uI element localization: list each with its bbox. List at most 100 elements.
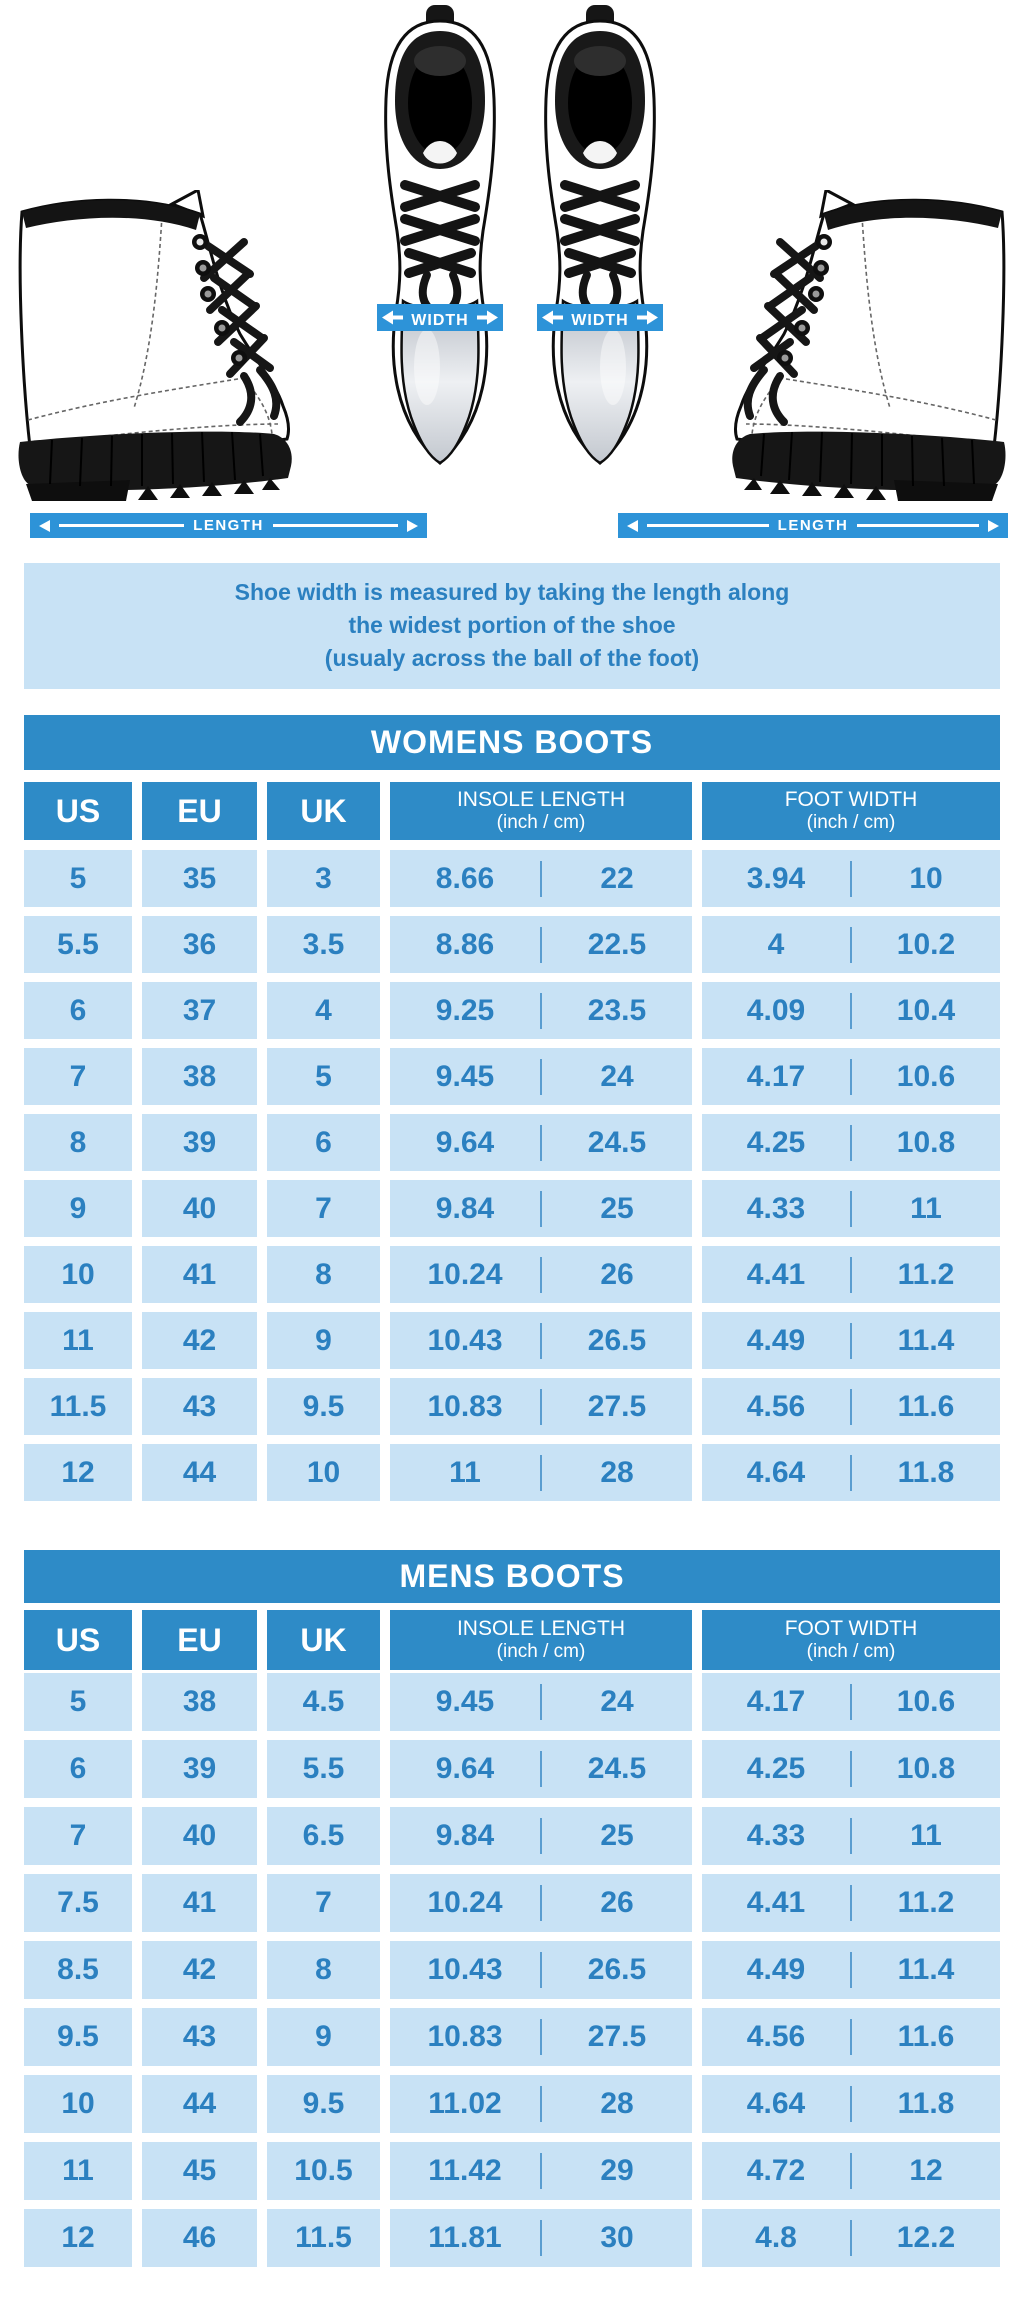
insole-cm-value: 27.5 bbox=[587, 1389, 647, 1423]
width-cm-value: 12.2 bbox=[896, 2221, 956, 2254]
side-view-boot-left bbox=[12, 190, 297, 502]
eu-size-cell: 44 bbox=[142, 2075, 257, 2133]
boot-laces bbox=[400, 180, 480, 278]
us-size-cell: 5 bbox=[24, 850, 132, 907]
header-cell-uk: UK bbox=[267, 1610, 380, 1670]
insole-cm-value: 22.5 bbox=[587, 927, 647, 961]
value-divider bbox=[540, 2153, 542, 2189]
side-boot-graphic bbox=[732, 190, 1006, 501]
foot-width-cell: 4.33 11 bbox=[702, 1180, 1000, 1237]
measure-line bbox=[647, 524, 769, 527]
foot-width-cell: 4.17 10.6 bbox=[702, 1673, 1000, 1731]
eu-size-cell: 42 bbox=[142, 1312, 257, 1369]
width-inch-value: 4.56 bbox=[746, 1389, 806, 1423]
us-size-cell: 5.5 bbox=[24, 916, 132, 973]
value-divider bbox=[850, 1388, 852, 1425]
measure-line bbox=[857, 524, 980, 527]
insole-cm-value: 30 bbox=[600, 2221, 634, 2254]
foot-width-cell: 4.64 11.8 bbox=[702, 1444, 1000, 1501]
mens-table-rows: 5 38 4.5 9.45 24 4.17 10.6 6 39 5.5 9.64… bbox=[24, 1673, 1000, 2267]
note-line-2: the widest portion of the shoe bbox=[348, 612, 676, 639]
eu-size-cell: 46 bbox=[142, 2209, 257, 2267]
width-cm-value: 11.4 bbox=[897, 1953, 955, 1986]
insole-inch-value: 10.83 bbox=[427, 1389, 503, 1423]
insole-inch-value: 8.86 bbox=[435, 927, 495, 961]
boot-toe bbox=[400, 298, 480, 465]
foot-width-cell: 4.49 11.4 bbox=[702, 1312, 1000, 1369]
width-cm-value: 10 bbox=[909, 861, 943, 895]
insole-cm-value: 23.5 bbox=[587, 993, 647, 1027]
uk-size-cell: 10 bbox=[267, 1444, 380, 1501]
value-divider bbox=[540, 860, 542, 897]
width-inch-value: 4.49 bbox=[746, 1953, 806, 1986]
uk-size-cell: 8 bbox=[267, 1941, 380, 1999]
us-size-cell: 8 bbox=[24, 1114, 132, 1171]
value-divider bbox=[850, 2086, 852, 2122]
insole-cm-value: 28 bbox=[600, 1455, 634, 1489]
us-size-cell: 11 bbox=[24, 1312, 132, 1369]
uk-size-cell: 3.5 bbox=[267, 916, 380, 973]
foot-width-cell: 4.25 10.8 bbox=[702, 1114, 1000, 1171]
us-size-cell: 6 bbox=[24, 982, 132, 1039]
insole-cm-value: 24 bbox=[600, 1059, 634, 1093]
foot-width-cell: 4.8 12.2 bbox=[702, 2209, 1000, 2267]
insole-inch-value: 10.24 bbox=[427, 1886, 503, 1919]
value-divider bbox=[540, 926, 542, 963]
insole-length-cell: 10.24 26 bbox=[390, 1874, 692, 1932]
insole-inch-value: 9.45 bbox=[435, 1685, 495, 1718]
insole-inch-value: 9.45 bbox=[435, 1059, 495, 1093]
foot-width-cell: 4 10.2 bbox=[702, 916, 1000, 973]
value-divider bbox=[850, 992, 852, 1029]
insole-cm-value: 26.5 bbox=[587, 1323, 647, 1357]
insole-length-cell: 9.84 25 bbox=[390, 1180, 692, 1237]
header-label: FOOT WIDTH bbox=[784, 1617, 918, 1640]
mens-table-title: MENS BOOTS bbox=[24, 1550, 1000, 1603]
insole-cm-value: 24.5 bbox=[587, 1125, 647, 1159]
us-size-cell: 5 bbox=[24, 1673, 132, 1731]
width-inch-value: 4.49 bbox=[746, 1323, 806, 1357]
insole-inch-value: 10.43 bbox=[427, 1953, 503, 1986]
width-cm-value: 11 bbox=[910, 1819, 942, 1852]
uk-size-cell: 5 bbox=[267, 1048, 380, 1105]
width-inch-value: 4.17 bbox=[746, 1059, 806, 1093]
header-unit-label: (inch / cm) bbox=[806, 1641, 896, 1663]
header-cell-foot-width: FOOT WIDTH (inch / cm) bbox=[702, 782, 1000, 840]
us-size-cell: 12 bbox=[24, 2209, 132, 2267]
us-size-cell: 8.5 bbox=[24, 1941, 132, 1999]
insole-cm-value: 24.5 bbox=[587, 1752, 647, 1785]
eu-size-cell: 37 bbox=[142, 982, 257, 1039]
sole-texture bbox=[49, 431, 264, 487]
eu-size-cell: 40 bbox=[142, 1180, 257, 1237]
eu-size-cell: 39 bbox=[142, 1114, 257, 1171]
boot-heel bbox=[26, 480, 130, 501]
length-label: LENGTH bbox=[193, 517, 264, 534]
arrow-left-icon bbox=[627, 519, 638, 532]
width-inch-value: 4.25 bbox=[746, 1752, 806, 1785]
uk-size-cell: 8 bbox=[267, 1246, 380, 1303]
side-boot-graphic bbox=[18, 190, 292, 501]
insole-cm-value: 26 bbox=[600, 1257, 634, 1291]
top-boot-graphic: WIDTH bbox=[537, 5, 663, 466]
width-inch-value: 4.25 bbox=[746, 1125, 806, 1159]
insole-cm-value: 25 bbox=[600, 1191, 634, 1225]
uk-size-cell: 9.5 bbox=[267, 2075, 380, 2133]
width-cm-value: 11.8 bbox=[897, 2087, 955, 2120]
value-divider bbox=[850, 1190, 852, 1227]
header-cell-us: US bbox=[24, 1610, 132, 1670]
insole-inch-value: 10.24 bbox=[427, 1257, 503, 1291]
value-divider bbox=[850, 1952, 852, 1988]
width-cm-value: 11.6 bbox=[897, 2020, 955, 2053]
us-size-cell: 7.5 bbox=[24, 1874, 132, 1932]
header-label: INSOLE LENGTH bbox=[456, 1617, 626, 1640]
width-inch-value: 4.72 bbox=[746, 2154, 806, 2187]
eu-size-cell: 38 bbox=[142, 1048, 257, 1105]
boot-collar bbox=[22, 200, 200, 230]
foot-width-cell: 4.56 11.6 bbox=[702, 1378, 1000, 1435]
uk-size-cell: 5.5 bbox=[267, 1740, 380, 1798]
insole-inch-value: 10.43 bbox=[427, 1323, 503, 1357]
womens-table-title: WOMENS BOOTS bbox=[24, 715, 1000, 770]
value-divider bbox=[540, 1885, 542, 1921]
value-divider bbox=[850, 1684, 852, 1720]
mens-table-header: US EU UK INSOLE LENGTH (inch / cm) FOOT … bbox=[24, 1610, 1000, 1670]
